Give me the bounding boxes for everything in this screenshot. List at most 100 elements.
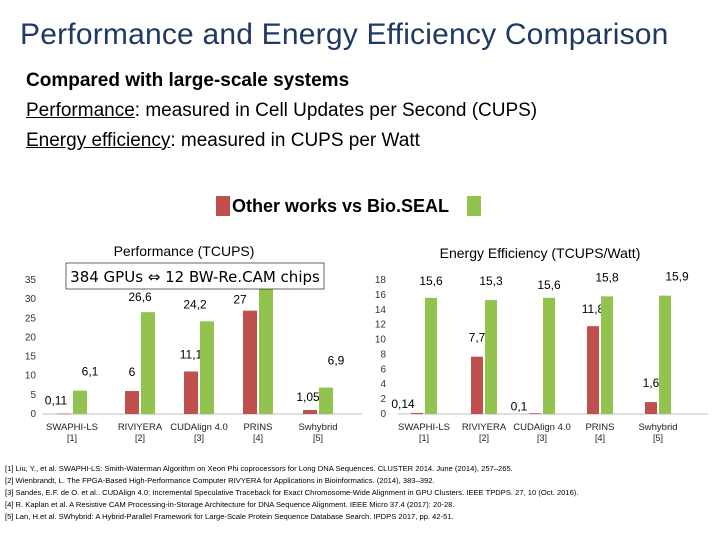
- chart-2-data-label: 15,6: [419, 274, 443, 288]
- chart-2-bar-other: [645, 402, 657, 414]
- chart-2-data-label: 1,6: [643, 376, 660, 390]
- chart-2-data-label: 11,8: [582, 302, 605, 316]
- chart-1-category-label: PRINS: [243, 422, 272, 433]
- chart-1-category-ref: [3]: [194, 433, 204, 443]
- chart-2-category-label: PRINS: [585, 422, 614, 433]
- legend-swatch-bioseal: [467, 196, 482, 216]
- reference-3: [3] Sandes, E.F. de O. et al.. CUDAlign …: [5, 488, 579, 497]
- chart-1-data-label: 26,6: [128, 290, 152, 304]
- bullet-list: Compared with large-scale systems Perfor…: [26, 66, 537, 156]
- chart-2-bar-bioseal: [659, 295, 671, 414]
- chart-1-data-label: 24,2: [183, 297, 207, 311]
- chart-1-data-label: 11,1: [180, 348, 203, 362]
- legend-swatch-other: [216, 196, 230, 216]
- chart-1-bar-bioseal: [200, 321, 214, 414]
- bullet-compared: Compared with large-scale systems: [26, 70, 350, 91]
- energy-term: Energy efficiency: [26, 130, 171, 151]
- chart-1-ytick-label: 30: [25, 294, 37, 305]
- chart-2-ytick-label: 18: [375, 275, 387, 286]
- chart-2-data-label: 15,8: [595, 270, 619, 284]
- chart-2-bar-bioseal: [485, 300, 497, 414]
- chart-1-data-label: 1,05: [296, 390, 320, 404]
- chart-2-ytick-label: 8: [380, 349, 386, 360]
- chart-2-bar-other: [471, 356, 483, 414]
- charts-area: Performance (TCUPS)051015202530350,116,1…: [25, 243, 708, 443]
- chart-2-bar-bioseal: [543, 297, 555, 414]
- chart-1-title: Performance (TCUPS): [114, 243, 255, 259]
- annotation-text: 384 GPUs ⇔ 12 BW-Re.CAM chips: [70, 268, 320, 286]
- chart-2-category-label: CUDAlign 4.0: [513, 422, 571, 433]
- chart-1-bar-bioseal: [141, 312, 155, 414]
- chart-2-bar-other: [529, 413, 541, 414]
- chart-1-category-ref: [5]: [313, 433, 323, 443]
- chart-1-bar-bioseal: [319, 387, 333, 414]
- chart-2-ytick-label: 14: [375, 305, 387, 316]
- chart-1-category-label: Swhybrid: [298, 422, 337, 433]
- chart-2-data-label: 15,6: [537, 278, 561, 292]
- chart-2-data-label: 15,9: [665, 270, 689, 284]
- chart-1-category-ref: [1]: [67, 433, 77, 443]
- chart-1-category-ref: [2]: [135, 433, 145, 443]
- chart-2-category-ref: [5]: [653, 433, 663, 443]
- chart-2-ytick-label: 0: [380, 409, 386, 420]
- chart-2-bar-bioseal: [601, 296, 613, 414]
- performance-term: Performance: [26, 100, 135, 121]
- chart-1-bar-other: [243, 310, 257, 414]
- chart-1-data-label: 0,11: [45, 394, 68, 408]
- chart-1-data-label: 27: [233, 293, 247, 307]
- chart-2-bar-bioseal: [425, 297, 437, 414]
- chart-2-ytick-label: 2: [380, 394, 386, 405]
- chart-2-bar-other: [411, 412, 423, 414]
- legend: Other works vs Bio.SEAL: [216, 194, 483, 218]
- chart-2-data-label: 7,7: [469, 331, 486, 345]
- chart-1-category-label: CUDAlign 4.0: [170, 422, 228, 433]
- chart-1-category-label: RIVIYERA: [118, 422, 163, 433]
- chart-1-data-label: 6,9: [328, 354, 345, 368]
- chart-2-ytick-label: 4: [380, 379, 386, 390]
- chart-2-data-label: 0,14: [391, 397, 415, 411]
- chart-2-ytick-label: 12: [375, 320, 387, 331]
- chart-1-data-label: 6,1: [82, 365, 99, 379]
- chart-2-bar-other: [587, 326, 599, 414]
- chart-1-bar-bioseal: [259, 280, 273, 414]
- chart-2-title: Energy Efficiency (TCUPS/Watt): [440, 245, 641, 261]
- legend-label: Other works vs Bio.SEAL: [232, 195, 450, 216]
- chart-2-ytick-label: 16: [375, 290, 387, 301]
- references: [1] Liu, Y., et al. SWAPHI-LS: Smith-Wat…: [5, 463, 578, 523]
- chart-1-bar-other: [57, 413, 71, 415]
- reference-1: [1] Liu, Y., et al. SWAPHI-LS: Smith-Wat…: [5, 464, 513, 473]
- chart-2-category-label: RIVIYERA: [462, 422, 507, 433]
- chart-1-category-label: SWAPHI-LS: [46, 422, 98, 433]
- chart-1-data-label: 6: [129, 365, 136, 379]
- chart-1-bar-other: [184, 371, 198, 414]
- energy-definition: : measured in CUPS per Watt: [170, 130, 420, 151]
- chart-1-bar-other: [303, 409, 317, 414]
- chart-1-bar-other: [125, 391, 139, 414]
- chart-1-ytick-label: 5: [30, 390, 36, 401]
- chart-2-ytick-label: 6: [380, 364, 386, 375]
- chart-2-category-ref: [2]: [479, 433, 489, 443]
- bullet-performance: Performance: measured in Cell Updates pe…: [26, 96, 537, 126]
- chart-1-ytick-label: 0: [30, 409, 36, 420]
- chart-2-category-label: SWAPHI-LS: [398, 422, 450, 433]
- chart-1-ytick-label: 15: [25, 352, 37, 363]
- annotation-box: [65, 262, 325, 290]
- chart-2-data-label: 15,3: [479, 274, 503, 288]
- reference-4: [4] R. Kaplan et al. A Resistive CAM Pro…: [5, 500, 455, 509]
- chart-1-bar-bioseal: [73, 390, 87, 414]
- reference-2: [2] Wienbrandt, L. The FPGA-Based High-P…: [5, 476, 435, 485]
- chart-2-ytick-label: 10: [375, 335, 387, 346]
- chart-2-data-label: 0,1: [511, 399, 528, 413]
- chart-1-category-ref: [4]: [253, 433, 263, 443]
- chart-2-category-label: Swhybrid: [638, 422, 677, 433]
- chart-1-ytick-label: 35: [25, 275, 37, 286]
- bullet-energy: Energy efficiency: measured in CUPS per …: [26, 126, 537, 156]
- chart-2-category-ref: [3]: [537, 433, 547, 443]
- chart-2-category-ref: [1]: [419, 433, 429, 443]
- reference-5: [5] Lan, H.et al. SWhybrid: A Hybrid-Par…: [5, 512, 454, 521]
- chart-1-ytick-label: 25: [25, 313, 37, 324]
- chart-1-ytick-label: 20: [25, 332, 37, 343]
- chart-1-ytick-label: 10: [25, 371, 37, 382]
- performance-definition: : measured in Cell Updates per Second (C…: [134, 100, 538, 121]
- chart-2-category-ref: [4]: [595, 433, 605, 443]
